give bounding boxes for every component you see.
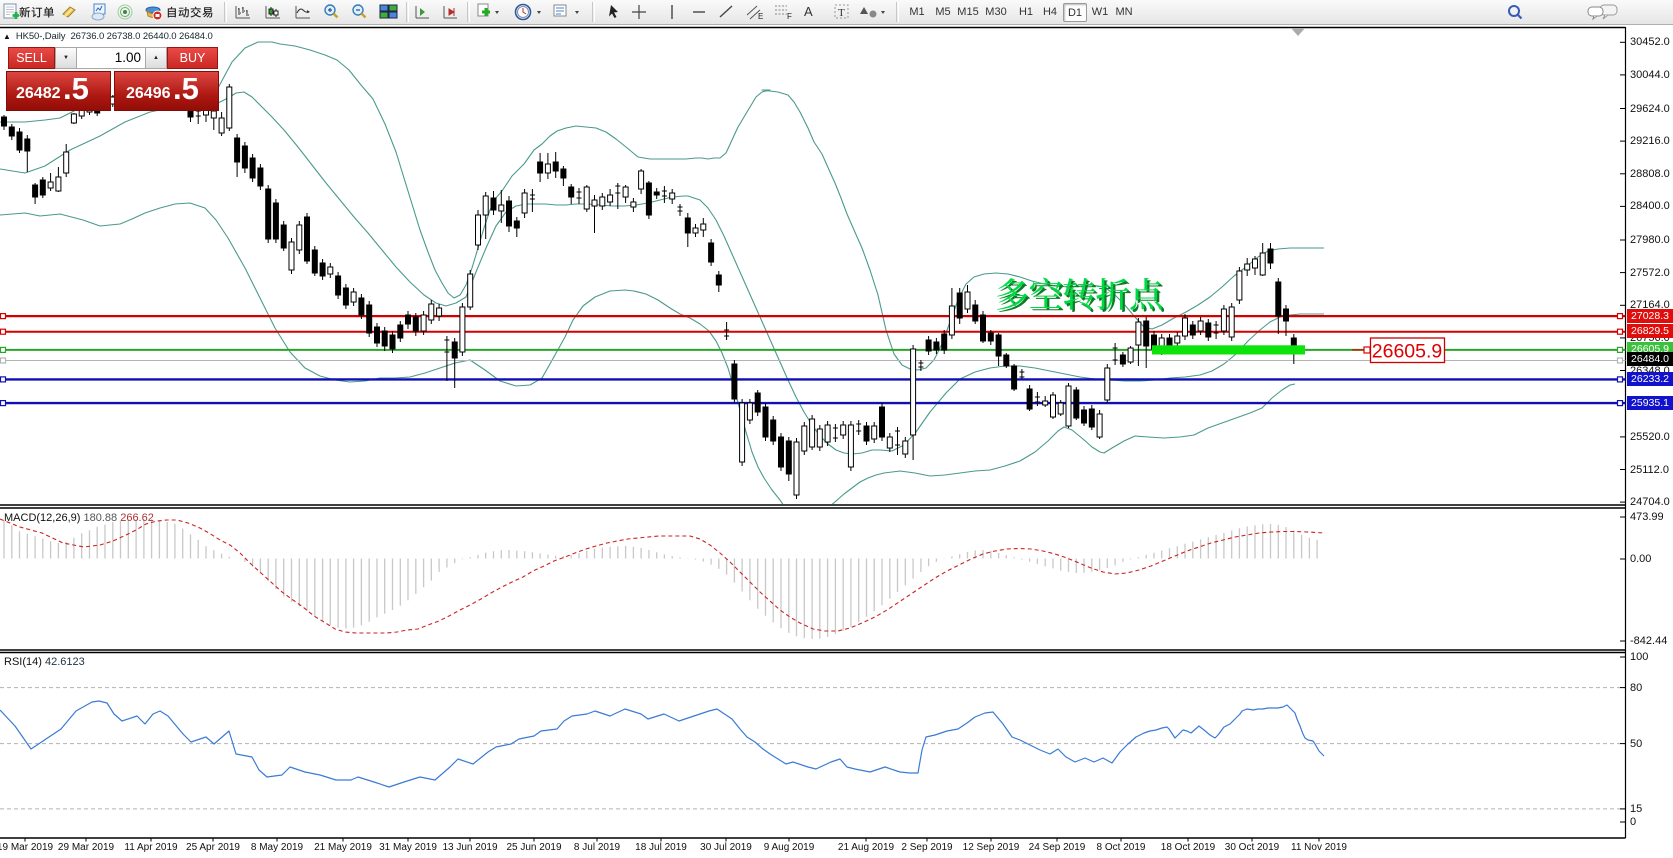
svg-text:E: E — [758, 12, 763, 21]
svg-text:26605.9: 26605.9 — [1372, 341, 1443, 363]
svg-text:F: F — [787, 12, 792, 21]
svg-text:T: T — [838, 7, 845, 19]
